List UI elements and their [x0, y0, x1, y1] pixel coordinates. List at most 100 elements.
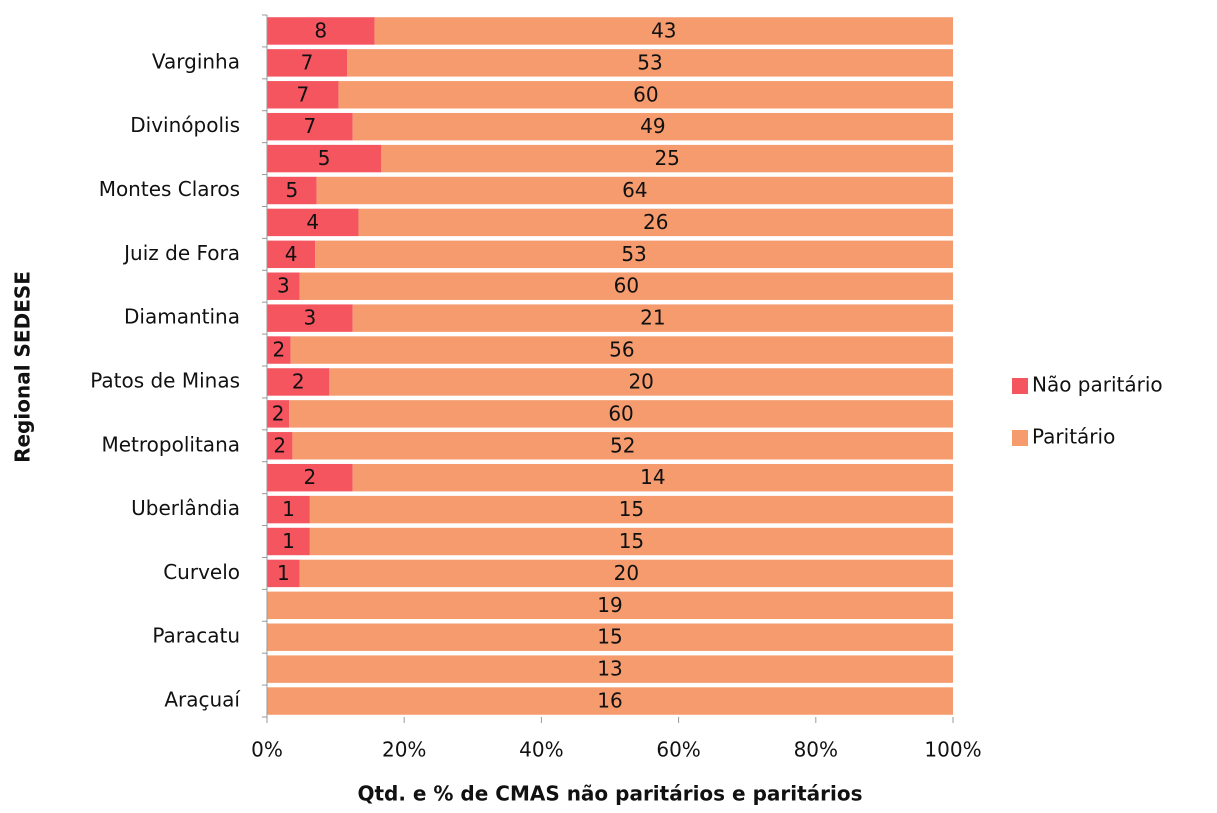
bar-segment — [299, 559, 954, 588]
y-tick-label: Metropolitana — [102, 432, 241, 456]
bar-segment — [267, 176, 317, 205]
data-label: 2 — [292, 369, 305, 393]
data-label: 53 — [637, 50, 662, 74]
x-tick-label: 100% — [924, 738, 981, 762]
data-label: 20 — [628, 369, 653, 393]
data-label: 1 — [282, 529, 295, 553]
data-label: 15 — [619, 529, 644, 553]
y-tick-label: Paracatu — [152, 624, 240, 648]
bar-segment — [309, 527, 953, 556]
data-label: 4 — [285, 242, 298, 266]
bar-segment — [352, 463, 953, 492]
bar-segment — [267, 49, 348, 77]
bar-segment — [290, 336, 954, 364]
x-tick-label: 80% — [794, 738, 838, 762]
data-label: 2 — [272, 338, 285, 362]
bar-segment — [309, 495, 953, 524]
bar-segment — [267, 655, 953, 683]
bar-segment — [267, 463, 353, 492]
legend-label: Paritário — [1032, 425, 1115, 449]
data-label: 1 — [277, 561, 290, 585]
data-label: 13 — [597, 657, 622, 681]
bar-segment — [299, 272, 954, 300]
data-label: 49 — [640, 114, 665, 138]
legend-label: Não paritário — [1032, 373, 1163, 397]
data-label: 52 — [610, 433, 635, 457]
legend-swatch — [1012, 430, 1028, 446]
data-label: 7 — [296, 82, 309, 106]
y-tick-label: Divinópolis — [130, 113, 240, 137]
data-label: 7 — [301, 50, 314, 74]
bar-segment — [267, 400, 290, 428]
data-label: 43 — [651, 18, 676, 42]
data-label: 25 — [654, 146, 679, 170]
bar-segment — [267, 527, 310, 556]
bar-segment — [267, 112, 353, 141]
bar-segment — [267, 208, 359, 237]
bar-segment — [352, 112, 953, 141]
data-label: 16 — [597, 689, 622, 713]
bar-segment — [267, 559, 300, 588]
bar-segment — [267, 591, 953, 620]
data-label: 53 — [621, 242, 646, 266]
data-label: 21 — [640, 306, 665, 330]
bar-segment — [381, 144, 953, 173]
bar-segment — [316, 176, 953, 205]
x-axis-title: Qtd. e % de CMAS não paritários e paritá… — [357, 782, 862, 806]
bar-segment — [329, 368, 953, 396]
bar-segment — [267, 272, 300, 300]
y-tick-label: Juiz de Fora — [122, 241, 240, 265]
bar-segment — [267, 81, 339, 109]
data-label: 19 — [597, 593, 622, 617]
data-label: 2 — [304, 465, 317, 489]
bar-segment — [267, 240, 316, 269]
data-label: 56 — [609, 338, 634, 362]
data-label: 60 — [608, 401, 633, 425]
y-tick-label: Patos de Minas — [90, 368, 240, 392]
data-label: 7 — [304, 114, 317, 138]
y-tick-label: Diamantina — [124, 305, 240, 329]
bar-segment — [267, 495, 310, 524]
bar-segment — [315, 240, 953, 269]
data-label: 20 — [614, 561, 639, 585]
data-label: 5 — [318, 146, 331, 170]
bar-segment — [289, 400, 953, 428]
data-label: 2 — [273, 433, 286, 457]
data-label: 1 — [282, 497, 295, 521]
bar-segment — [267, 144, 382, 173]
data-label: 3 — [277, 274, 290, 298]
bar-segment — [267, 336, 291, 364]
x-tick-label: 20% — [382, 738, 426, 762]
y-axis-title: Regional SEDESE — [11, 271, 35, 463]
data-label: 14 — [640, 465, 665, 489]
y-tick-label: Curvelo — [163, 560, 240, 584]
data-label: 5 — [285, 178, 298, 202]
bar-segment — [267, 623, 953, 651]
data-label: 4 — [306, 210, 319, 234]
y-tick-label: Montes Claros — [99, 177, 240, 201]
bar-segment — [267, 304, 353, 332]
data-label: 15 — [619, 497, 644, 521]
data-label: 15 — [597, 625, 622, 649]
y-tick-label: Uberlândia — [131, 496, 240, 520]
legend-swatch — [1012, 378, 1028, 394]
data-label: 60 — [614, 274, 639, 298]
x-tick-label: 0% — [251, 738, 283, 762]
x-tick-label: 60% — [656, 738, 700, 762]
data-label: 60 — [633, 82, 658, 106]
data-label: 2 — [272, 401, 285, 425]
bar-segment — [338, 81, 953, 109]
data-label: 3 — [304, 306, 317, 330]
bar-segment — [267, 17, 375, 45]
data-label: 8 — [314, 18, 327, 42]
bar-segment — [358, 208, 953, 237]
bar-segment — [267, 687, 953, 715]
data-label: 26 — [643, 210, 668, 234]
bar-segment — [267, 432, 293, 460]
bar-segment — [347, 49, 953, 77]
y-tick-label: Varginha — [152, 49, 240, 73]
bar-segment — [292, 432, 953, 460]
bar-segment — [374, 17, 953, 45]
bar-segment — [352, 304, 953, 332]
